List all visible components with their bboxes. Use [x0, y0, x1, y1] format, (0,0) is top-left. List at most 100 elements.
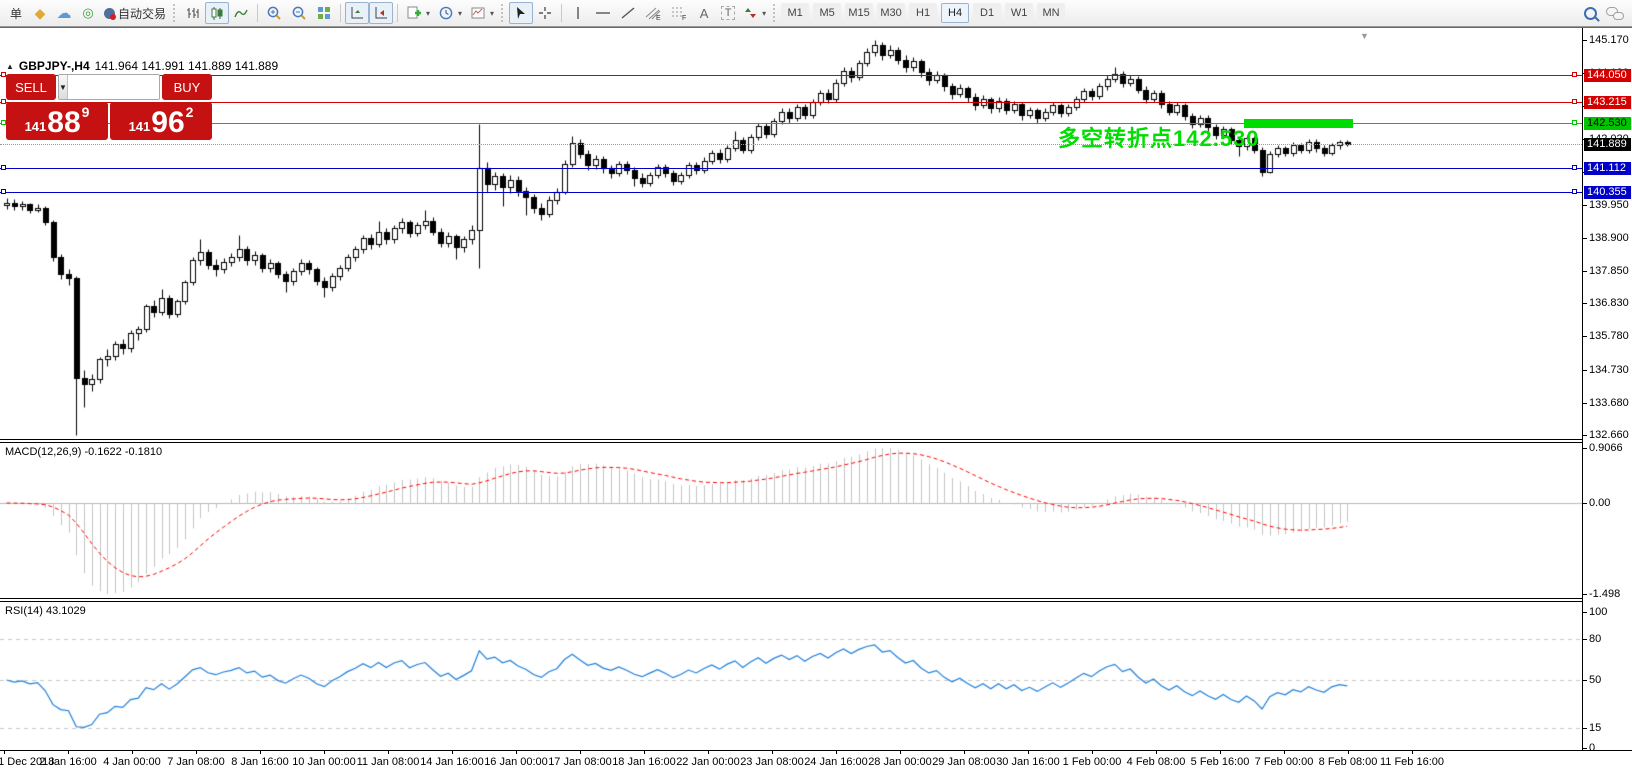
price-tickmark — [1583, 204, 1587, 206]
horizontal-line-tool-icon[interactable] — [590, 2, 616, 24]
auto-scroll-icon[interactable] — [345, 2, 370, 24]
fibonacci-tool-icon[interactable]: F — [666, 2, 692, 24]
time-axis-label: 2 Jan 16:00 — [39, 756, 97, 768]
time-axis-label: 1 Feb 00:00 — [1062, 756, 1122, 768]
level-line-handle[interactable] — [1572, 120, 1577, 125]
timeframe-M15[interactable]: M15 — [845, 3, 874, 23]
level-line-handle[interactable] — [1572, 99, 1577, 104]
arrows-tool-icon[interactable]: ▾ — [740, 2, 770, 24]
zoom-out-icon[interactable] — [287, 2, 312, 24]
template-icon[interactable]: ▾ — [466, 2, 498, 24]
macd-label: MACD(12,26,9) -0.1622 -0.1810 — [5, 446, 163, 458]
time-axis-label: 5 Feb 16:00 — [1190, 756, 1250, 768]
chat-icon[interactable] — [1602, 2, 1628, 24]
price-axis[interactable]: 145.170144.120143.070142.020141.000139.9… — [1582, 28, 1632, 754]
timeframe-M1[interactable]: M1 — [781, 3, 810, 23]
rsi-label: RSI(14) 43.1029 — [5, 605, 86, 617]
level-line-handle[interactable] — [1, 72, 6, 77]
buy-button[interactable]: BUY — [162, 74, 212, 100]
time-tickmark — [836, 751, 837, 754]
volume-decrease-button[interactable]: ▼ — [59, 75, 68, 99]
new-order-label: 单 — [9, 6, 22, 21]
level-line-handle[interactable] — [1572, 165, 1577, 170]
green-zone-rectangle[interactable] — [1244, 119, 1353, 128]
channel-tool-icon[interactable]: E — [640, 2, 666, 24]
macd-canvas[interactable] — [0, 443, 1582, 598]
trendline-tool-icon[interactable] — [616, 2, 640, 24]
timeframe-D1[interactable]: D1 — [973, 3, 1002, 23]
time-tickmark — [68, 751, 69, 754]
label-tool-icon[interactable]: T — [716, 2, 740, 24]
macd-tick-label: 0.9066 — [1589, 442, 1623, 454]
indicators-add-icon[interactable]: ▾ — [402, 2, 434, 24]
time-axis-label: 8 Jan 16:00 — [231, 756, 289, 768]
sell-price-big: 88 — [47, 106, 81, 139]
current-price-line — [0, 144, 1582, 145]
horizontal-level-line-142.530[interactable] — [0, 123, 1582, 124]
time-axis-label: 7 Jan 08:00 — [167, 756, 225, 768]
sell-button[interactable]: SELL — [6, 74, 56, 100]
horizontal-level-line-141.112[interactable] — [0, 168, 1582, 169]
market-icon[interactable]: ◆ — [28, 2, 52, 24]
crosshair-icon[interactable] — [533, 2, 557, 24]
horizontal-level-line-143.215[interactable] — [0, 102, 1582, 103]
time-tickmark — [580, 751, 581, 754]
price-chart-canvas[interactable] — [0, 28, 1582, 439]
bar-chart-icon[interactable] — [181, 2, 205, 24]
timeframe-H4[interactable]: H4 — [941, 3, 970, 23]
timeframe-M30[interactable]: M30 — [877, 3, 906, 23]
pane-separator[interactable] — [0, 598, 1632, 602]
toolbar-grip — [173, 4, 178, 22]
price-tickmark — [1583, 336, 1587, 338]
time-axis-label: 23 Jan 08:00 — [740, 756, 804, 768]
level-line-handle[interactable] — [1, 120, 6, 125]
rsi-tick-label: 0 — [1589, 742, 1596, 754]
one-click-collapse-icon[interactable]: ▲ — [6, 61, 14, 71]
timeframe-M5[interactable]: M5 — [813, 3, 842, 23]
timeframe-H1[interactable]: H1 — [909, 3, 938, 23]
community-icon[interactable]: ☁ — [52, 2, 76, 24]
sell-price-display[interactable]: 141 88 9 — [6, 102, 108, 140]
level-line-handle[interactable] — [1572, 72, 1577, 77]
toolbar-separator — [257, 4, 259, 22]
search-icon[interactable] — [1578, 2, 1602, 24]
text-tool-icon[interactable]: A — [692, 2, 716, 24]
candlestick-chart-icon[interactable] — [205, 2, 230, 24]
time-axis-label: 10 Jan 00:00 — [292, 756, 356, 768]
auto-trading-label: 自动交易 — [118, 6, 167, 21]
toolbar-separator — [340, 4, 342, 22]
rsi-canvas[interactable] — [0, 602, 1582, 750]
time-axis-label: 8 Feb 08:00 — [1318, 756, 1378, 768]
chart-annotation-text[interactable]: 多空转折点142.530 — [1058, 126, 1260, 151]
toolbar-separator — [561, 4, 563, 22]
buy-price-big: 96 — [151, 106, 185, 139]
auto-trading-button[interactable]: 自动交易 — [100, 2, 170, 24]
pane-separator[interactable] — [0, 439, 1632, 443]
cursor-icon[interactable] — [509, 2, 534, 24]
horizontal-level-line-144.050[interactable] — [0, 75, 1582, 76]
chart-shift-marker[interactable]: ▼ — [1360, 31, 1369, 41]
line-chart-icon[interactable] — [229, 2, 253, 24]
level-line-handle[interactable] — [1, 99, 6, 104]
buy-price-display[interactable]: 141 96 2 — [110, 102, 212, 140]
time-tickmark — [4, 751, 5, 754]
vertical-line-tool-icon[interactable] — [566, 2, 590, 24]
volume-input[interactable] — [67, 75, 159, 99]
timeframe-W1[interactable]: W1 — [1005, 3, 1034, 23]
chart-shift-icon[interactable] — [369, 2, 394, 24]
tile-windows-icon[interactable] — [312, 2, 336, 24]
horizontal-level-line-140.355[interactable] — [0, 192, 1582, 193]
new-order-button[interactable]: 单 — [4, 2, 28, 24]
level-line-handle[interactable] — [1572, 189, 1577, 194]
period-clock-icon[interactable]: ▾ — [434, 2, 466, 24]
timeframe-MN[interactable]: MN — [1037, 3, 1066, 23]
level-price-label: 144.050 — [1584, 69, 1631, 83]
level-line-handle[interactable] — [1, 165, 6, 170]
zoom-in-icon[interactable] — [262, 2, 287, 24]
level-price-label: 140.355 — [1584, 185, 1631, 199]
time-tickmark — [1412, 751, 1413, 754]
time-tickmark — [708, 751, 709, 754]
level-line-handle[interactable] — [1, 189, 6, 194]
signals-icon[interactable]: ◎ — [76, 2, 100, 24]
